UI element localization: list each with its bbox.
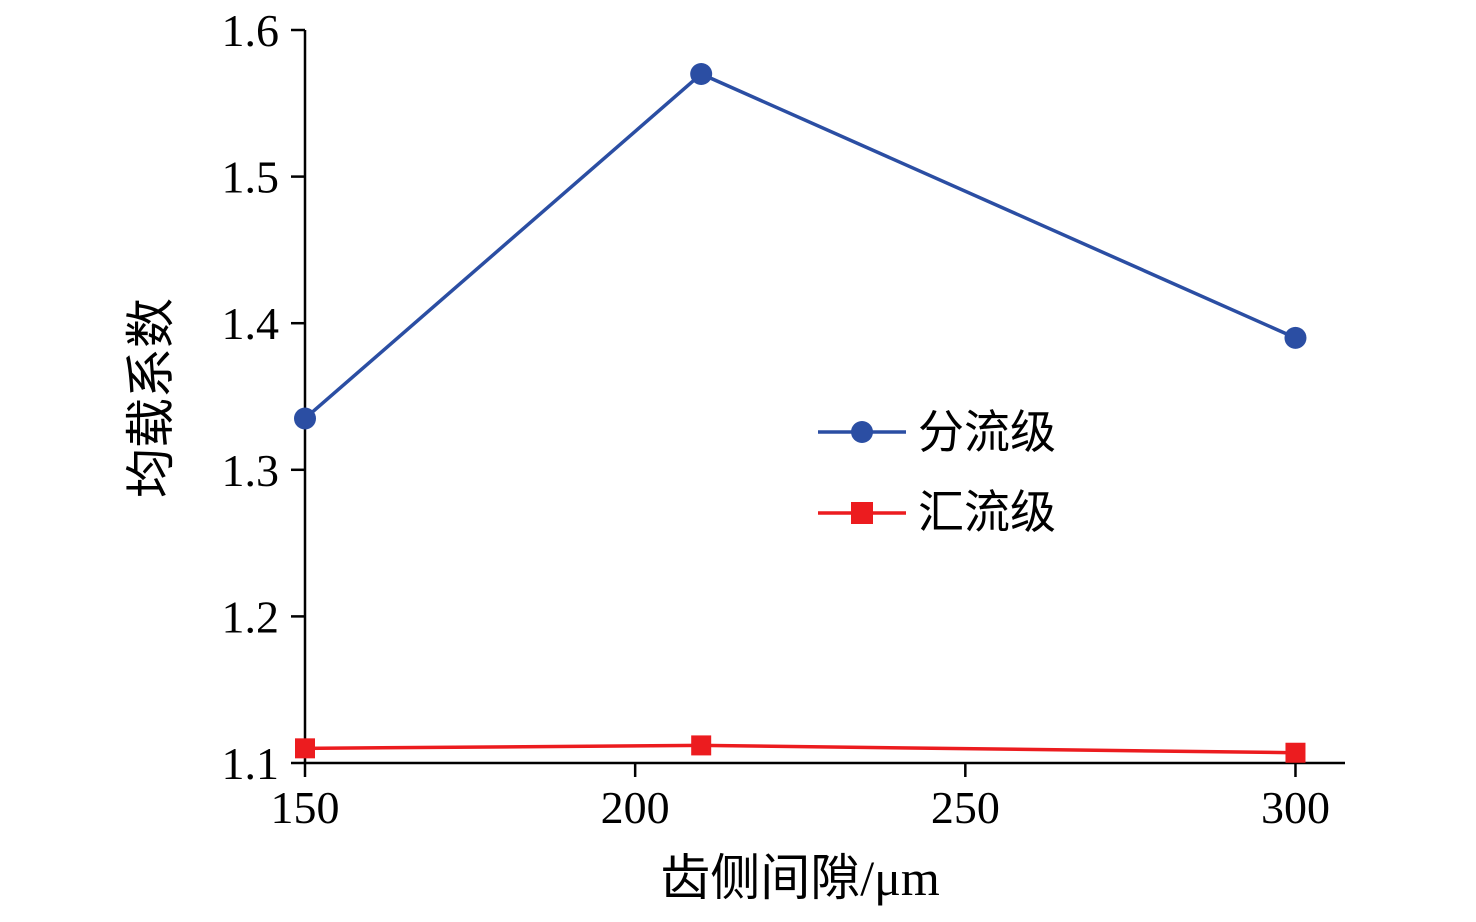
legend-circle-marker-icon bbox=[851, 421, 873, 443]
x-tick-label: 300 bbox=[1261, 782, 1330, 833]
data-point-circle-marker bbox=[1284, 326, 1307, 349]
legend-label-series2: 汇流级 bbox=[918, 487, 1056, 538]
x-tick-label: 200 bbox=[601, 782, 670, 833]
y-tick-label: 1.5 bbox=[222, 152, 280, 203]
y-tick-label: 1.3 bbox=[222, 445, 280, 496]
series-line-circle bbox=[303, 71, 1297, 420]
x-tick-label: 250 bbox=[931, 782, 1000, 833]
x-tick-label: 150 bbox=[271, 782, 340, 833]
y-tick-label: 1.1 bbox=[222, 738, 280, 789]
data-point-square-marker bbox=[295, 738, 315, 759]
legend-label-series1: 分流级 bbox=[918, 407, 1056, 458]
y-axis-title: 均载系数 bbox=[123, 298, 179, 498]
series-line-square bbox=[304, 743, 1296, 755]
y-tick-label: 1.2 bbox=[222, 591, 280, 642]
legend: 分流级 汇流级 bbox=[818, 407, 1056, 538]
data-point-square-marker bbox=[1285, 742, 1306, 763]
legend-square-marker-icon bbox=[851, 502, 873, 524]
x-axis-title: 齿侧间隙/μm bbox=[660, 850, 940, 906]
y-tick-label: 1.6 bbox=[222, 5, 280, 56]
y-tick-label: 1.4 bbox=[222, 298, 280, 349]
data-point-circle-marker bbox=[294, 407, 316, 430]
data-point-square-marker bbox=[691, 735, 712, 756]
data-point-circle-marker bbox=[690, 62, 713, 85]
